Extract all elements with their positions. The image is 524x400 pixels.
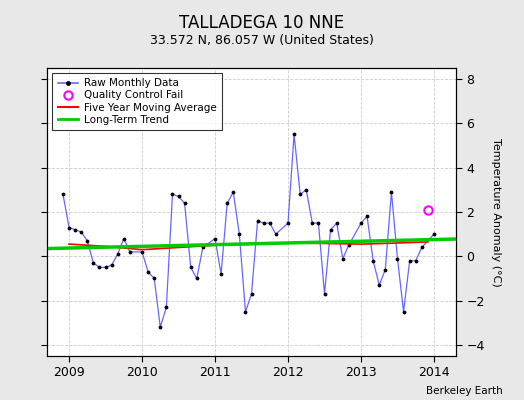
Five Year Moving Average	[425, 240, 431, 244]
Raw Monthly Data	[157, 325, 163, 330]
Five Year Moving Average	[102, 244, 108, 249]
Text: Berkeley Earth: Berkeley Earth	[427, 386, 503, 396]
Line: Raw Monthly Data: Raw Monthly Data	[63, 134, 434, 327]
Text: 33.572 N, 86.057 W (United States): 33.572 N, 86.057 W (United States)	[150, 34, 374, 47]
Five Year Moving Average	[248, 242, 255, 246]
Raw Monthly Data	[321, 292, 328, 296]
Five Year Moving Average	[212, 243, 218, 248]
Raw Monthly Data	[328, 227, 334, 232]
Five Year Moving Average	[321, 241, 328, 246]
Raw Monthly Data	[78, 230, 84, 234]
Raw Monthly Data	[431, 232, 437, 236]
Legend: Raw Monthly Data, Quality Control Fail, Five Year Moving Average, Long-Term Tren: Raw Monthly Data, Quality Control Fail, …	[52, 73, 222, 130]
Y-axis label: Temperature Anomaly (°C): Temperature Anomaly (°C)	[492, 138, 501, 286]
Five Year Moving Average	[139, 247, 145, 252]
Raw Monthly Data	[224, 201, 231, 206]
Five Year Moving Average	[395, 241, 401, 246]
Text: TALLADEGA 10 NNE: TALLADEGA 10 NNE	[179, 14, 345, 32]
Raw Monthly Data	[163, 305, 169, 310]
Line: Five Year Moving Average: Five Year Moving Average	[69, 242, 428, 250]
Five Year Moving Average	[176, 245, 182, 250]
Raw Monthly Data	[291, 132, 297, 137]
Five Year Moving Average	[285, 241, 291, 246]
Raw Monthly Data	[60, 192, 66, 197]
Five Year Moving Average	[358, 242, 364, 246]
Five Year Moving Average	[66, 242, 72, 246]
Raw Monthly Data	[72, 227, 78, 232]
